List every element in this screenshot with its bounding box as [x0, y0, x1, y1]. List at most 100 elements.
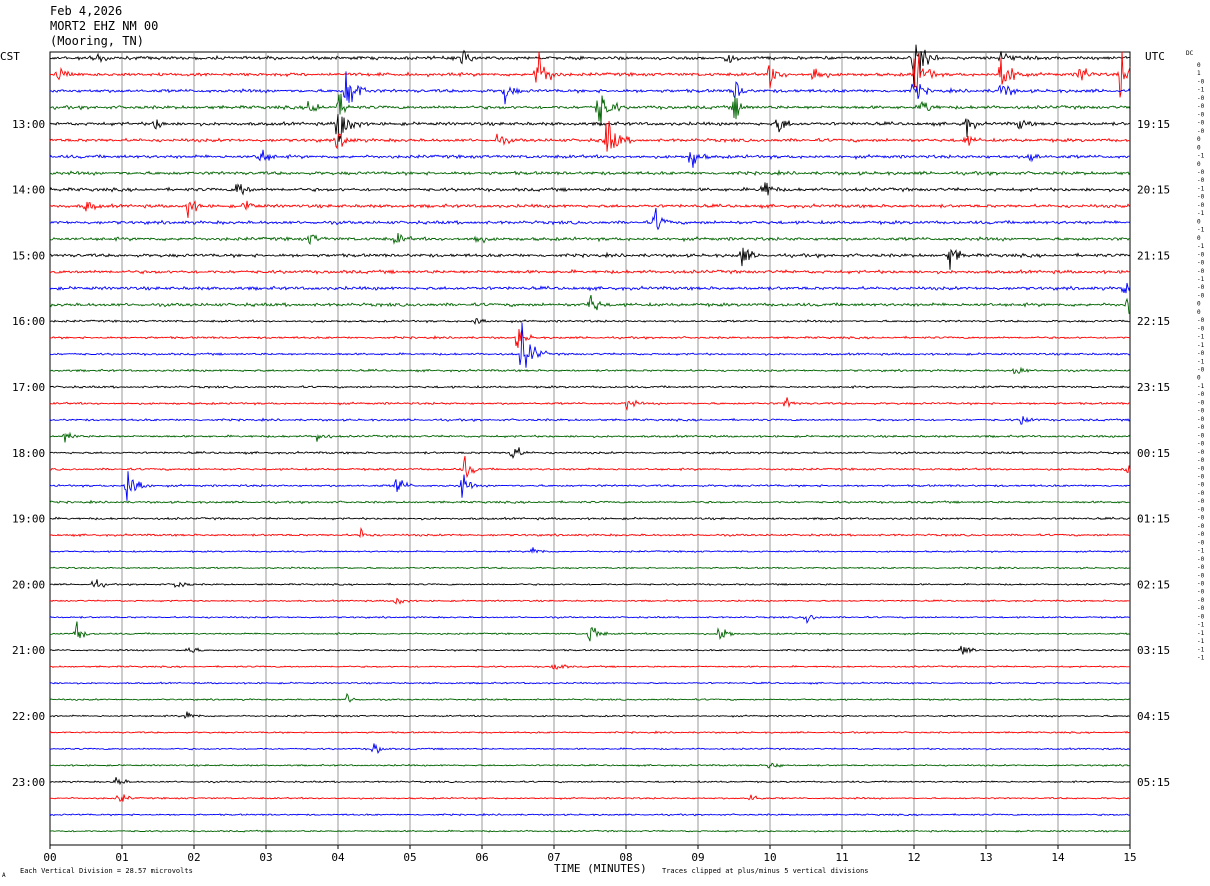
seismic-trace — [49, 120, 1131, 152]
dc-offset-label: -0 — [1197, 449, 1205, 456]
dc-offset-label: -0 — [1197, 465, 1205, 472]
seismic-trace — [49, 182, 1131, 196]
seismic-trace — [49, 614, 1131, 624]
seismic-trace — [49, 149, 1130, 168]
utc-hour-label: 02:15 — [1137, 578, 1170, 591]
corner-mark: A — [2, 872, 6, 879]
dc-header-label: DC — [1186, 50, 1194, 57]
dc-offset-label: 0 — [1197, 218, 1201, 225]
seismic-trace — [49, 762, 1130, 769]
cst-hour-label: 18:00 — [12, 447, 45, 460]
x-tick-label: 09 — [691, 851, 704, 864]
seismic-trace — [49, 692, 1131, 703]
seismic-trace — [49, 447, 1131, 459]
dc-offset-label: -0 — [1197, 251, 1205, 258]
x-tick-label: 06 — [475, 851, 488, 864]
utc-hour-label: 05:15 — [1137, 776, 1170, 789]
seismic-trace — [49, 431, 1131, 443]
dc-offset-label: -1 — [1197, 227, 1205, 234]
dc-offset-label: -0 — [1197, 424, 1205, 431]
x-tick-label: 07 — [547, 851, 560, 864]
dc-offset-label: 0 — [1197, 161, 1201, 168]
x-tick-label: 15 — [1123, 851, 1136, 864]
dc-offset-label: 0 — [1197, 235, 1201, 242]
dc-offset-label: -1 — [1197, 210, 1205, 217]
seismic-trace — [49, 645, 1131, 655]
cst-hour-label: 14:00 — [12, 184, 45, 197]
dc-offset-label: -0 — [1197, 177, 1205, 184]
dc-offset-label: -0 — [1197, 120, 1205, 127]
seismic-trace — [49, 207, 1131, 231]
x-tick-label: 05 — [403, 851, 416, 864]
seismic-trace — [49, 322, 1131, 368]
dc-offset-label: -0 — [1197, 556, 1205, 563]
cst-hour-label: 13:00 — [12, 118, 45, 131]
dc-offset-label: -0 — [1197, 367, 1205, 374]
dc-offset-label: -1 — [1197, 342, 1205, 349]
dc-offset-label: -1 — [1197, 334, 1205, 341]
seismic-trace — [49, 44, 1131, 88]
dc-offset-label: -0 — [1197, 531, 1205, 538]
seismic-trace — [49, 71, 1131, 105]
seismic-trace — [49, 232, 1131, 246]
seismic-trace — [49, 268, 1131, 275]
cst-hour-label: 21:00 — [12, 644, 45, 657]
dc-offset-label: -0 — [1197, 95, 1205, 102]
clip-note: Traces clipped at plus/minus 5 vertical … — [662, 867, 869, 875]
seismic-trace — [49, 200, 1131, 218]
seismic-trace — [49, 516, 1131, 521]
utc-hour-label: 01:15 — [1137, 513, 1170, 526]
dc-offset-label: -0 — [1197, 564, 1205, 571]
x-axis-label: TIME (MINUTES) — [554, 862, 647, 875]
dc-offset-label: -0 — [1197, 268, 1205, 275]
utc-hour-label: 23:15 — [1137, 381, 1170, 394]
dc-offset-label: -1 — [1197, 185, 1205, 192]
seismic-trace — [49, 93, 1131, 126]
dc-offset-label: -1 — [1197, 358, 1205, 365]
dc-offset-label: -0 — [1197, 194, 1205, 201]
local-timezone-label: CST — [0, 50, 20, 63]
cst-hour-label: 15:00 — [12, 249, 45, 262]
dc-offset-label: -0 — [1197, 539, 1205, 546]
seismic-trace — [49, 169, 1131, 177]
seismic-trace — [49, 455, 1131, 479]
seismic-trace — [49, 579, 1131, 588]
plot-date: Feb 4,2026 — [50, 4, 123, 18]
seismic-trace — [49, 743, 1131, 755]
dc-offset-label: 1 — [1197, 70, 1201, 77]
seismic-trace — [49, 384, 1131, 390]
x-tick-label: 08 — [619, 851, 632, 864]
dc-offset-label: -1 — [1197, 638, 1205, 645]
x-tick-label: 00 — [43, 851, 56, 864]
dc-offset-label: -0 — [1197, 111, 1205, 118]
dc-offset-label: -0 — [1197, 202, 1205, 209]
utc-hour-label: 19:15 — [1137, 118, 1170, 131]
station-code: MORT2 EHZ NM 00 — [50, 19, 159, 33]
seismic-trace — [49, 282, 1131, 294]
dc-offset-label: -0 — [1197, 169, 1205, 176]
dc-offset-label: -1 — [1197, 276, 1205, 283]
dc-offset-label: -1 — [1197, 622, 1205, 629]
utc-timezone-label: UTC — [1145, 50, 1165, 63]
dc-offset-label: -1 — [1197, 630, 1205, 637]
x-tick-label: 12 — [907, 851, 920, 864]
dc-offset-label: -0 — [1197, 605, 1205, 612]
seismic-trace — [49, 294, 1131, 315]
seismic-trace — [49, 471, 1131, 501]
seismic-trace — [49, 711, 1131, 720]
x-tick-label: 11 — [835, 851, 848, 864]
x-tick-label: 03 — [259, 851, 272, 864]
dc-offset-label: 0 — [1197, 309, 1201, 316]
utc-hour-label: 22:15 — [1137, 315, 1170, 328]
dc-offset-label: 0 — [1197, 301, 1201, 308]
seismic-trace — [49, 664, 1131, 670]
seismic-trace — [49, 317, 1131, 325]
dc-offset-label: -0 — [1197, 260, 1205, 267]
dc-offset-label: -0 — [1197, 474, 1205, 481]
dc-offset-label: -0 — [1197, 589, 1205, 596]
seismic-trace — [49, 794, 1131, 802]
dc-offset-label: -0 — [1197, 128, 1205, 135]
vertical-scale-note: Each Vertical Division = 28.57 microvolt… — [20, 867, 193, 875]
station-location: (Mooring, TN) — [50, 34, 144, 48]
seismic-trace — [49, 527, 1131, 539]
